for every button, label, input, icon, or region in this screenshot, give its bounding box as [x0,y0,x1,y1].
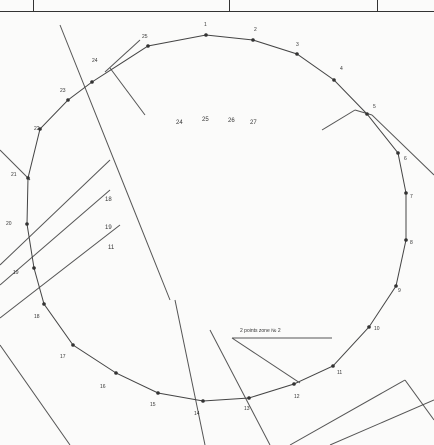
point-label: 25 [142,34,148,40]
boundary-point [25,222,29,226]
point-label: 2 [254,27,257,33]
table-cell [34,0,230,12]
table-cell [378,0,434,12]
bg-line [0,149,31,181]
left-label: 11 [108,245,115,251]
bg-line [321,109,356,131]
bg-line [371,114,434,176]
callout-leader [231,337,301,384]
boundary-point [251,38,255,42]
bg-line [209,329,271,445]
legend-label: 27 [250,120,257,126]
point-label: 8 [410,240,413,246]
boundary-point [90,80,94,84]
boundary-point [331,364,335,368]
bg-line [289,379,406,445]
boundary-point [26,176,30,180]
point-label: 18 [34,314,40,320]
boundary-polygon [26,34,407,402]
boundary-point [204,33,208,37]
boundary-point [404,191,408,195]
point-label: 7 [410,194,413,200]
legend-label: 26 [228,118,235,124]
boundary-point [38,127,42,131]
point-label: 23 [60,88,66,94]
bg-line [0,159,111,266]
bg-line [0,344,71,445]
point-label: 1 [204,22,207,28]
boundary-point [396,151,400,155]
boundary-point [404,238,408,242]
point-label: 20 [6,221,12,227]
point-label: 16 [100,384,106,390]
boundary-point [365,112,369,116]
bg-line [59,24,171,301]
point-label: 10 [374,326,380,332]
point-label: 4 [340,66,343,72]
point-label: 17 [60,354,66,360]
point-label: 12 [294,394,300,400]
bg-line [329,399,434,445]
point-label: 6 [404,156,407,162]
legend-label: 25 [202,117,209,123]
bg-line [174,299,206,445]
boundary-point [292,382,296,386]
boundary-point [156,391,160,395]
table-strip [0,0,434,14]
boundary-point [32,266,36,270]
point-label: 14 [194,411,200,417]
boundary-point [295,52,299,56]
bg-line [354,109,373,116]
point-label: 24 [92,58,98,64]
boundary-point [332,78,336,82]
boundary-point [394,284,398,288]
zone-callout: 2 points zone № 2 [240,328,281,334]
points-layer: 1234567891011121314151617181920212223242… [6,22,413,417]
boundary-point [201,399,205,403]
bg-line [0,224,121,319]
legend-label: 24 [176,120,183,126]
table-cell [230,0,378,12]
table-cell [0,0,34,12]
point-label: 21 [11,172,17,178]
boundary-point [66,98,70,102]
point-label: 22 [34,126,40,132]
boundary-point [114,371,118,375]
left-label: 19 [105,225,112,231]
boundary-point [71,343,75,347]
left-label: 18 [105,197,112,203]
inner-labels: 24 25 26 27 18 19 11 2 points zone № 2 [105,117,281,334]
boundary-point [247,396,251,400]
point-label: 11 [337,370,342,376]
boundary-point [42,302,46,306]
bg-line [0,189,111,286]
point-label: 19 [13,270,19,276]
point-label: 5 [373,104,376,110]
point-label: 3 [296,42,299,48]
bg-line [404,379,434,421]
boundary-point [146,44,150,48]
point-label: 9 [398,288,401,294]
bg-line [109,67,146,116]
boundary-point [367,325,371,329]
background-lines [0,24,434,445]
point-label: 13 [244,406,250,412]
point-label: 15 [150,402,156,408]
bg-line [104,39,141,73]
